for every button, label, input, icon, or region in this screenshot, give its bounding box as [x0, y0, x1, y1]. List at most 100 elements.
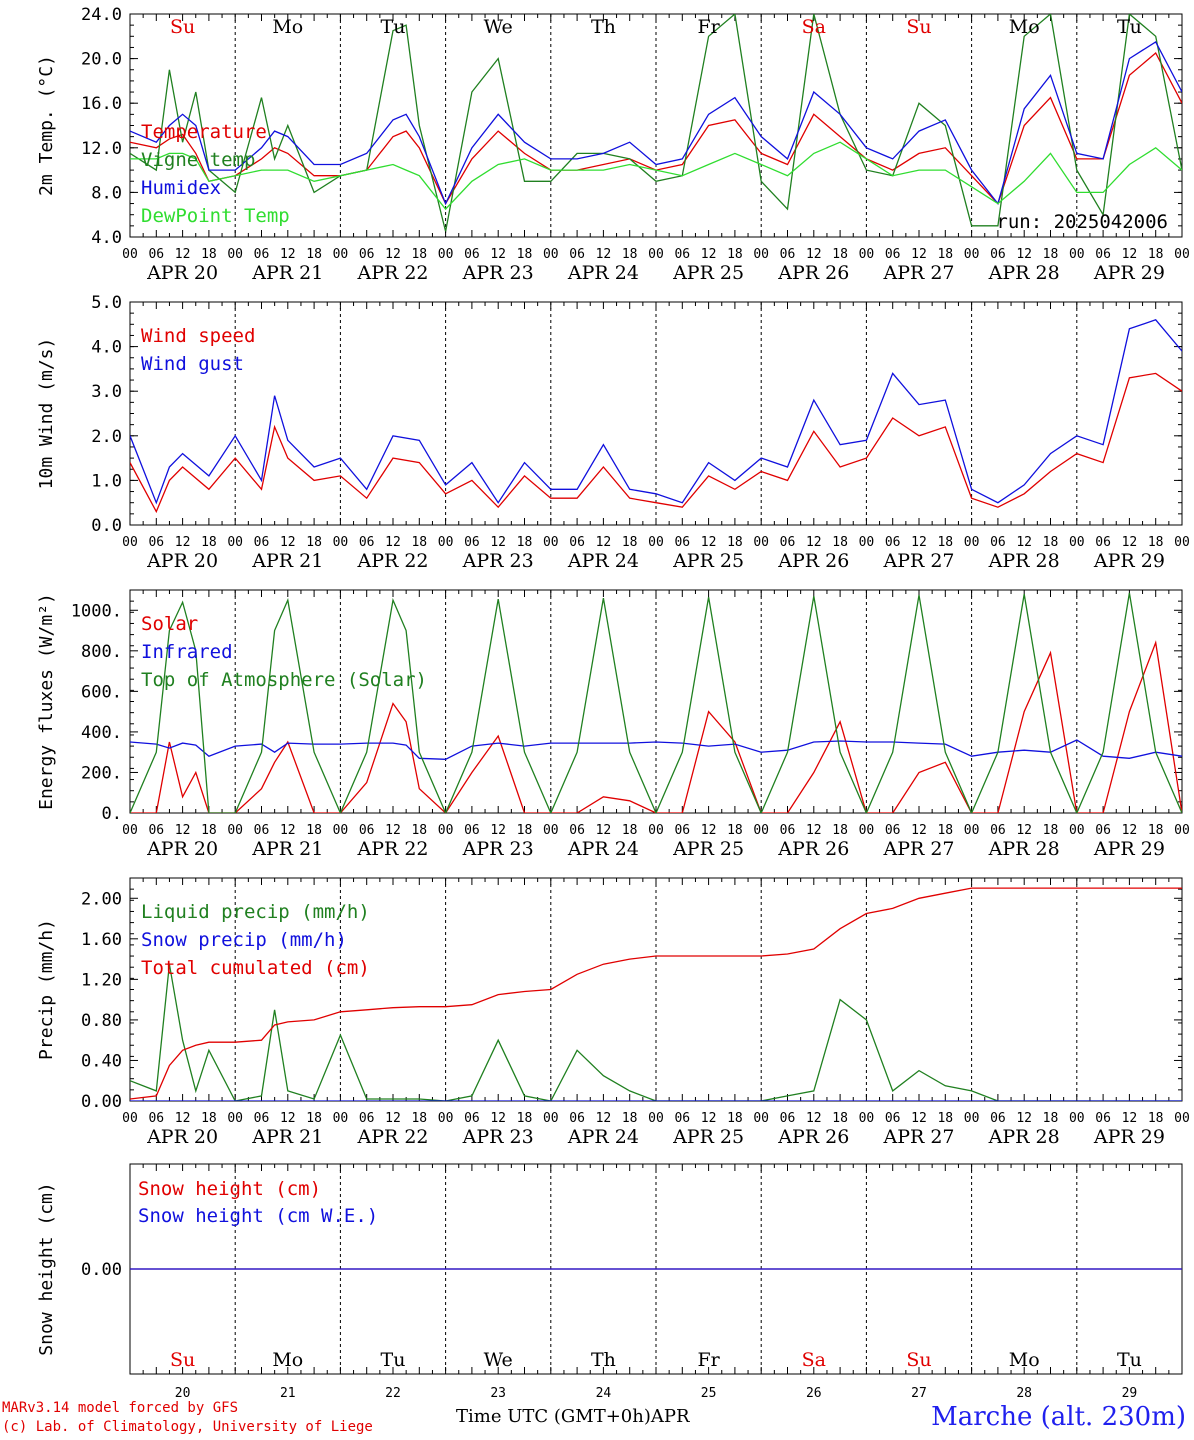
weekday-label: Mo [1009, 16, 1040, 38]
hour-label: 00 [438, 535, 454, 550]
hour-label: 00 [648, 823, 664, 838]
y-tick-label: 0.0 [91, 516, 122, 536]
date-label: APR 20 [146, 550, 218, 572]
hour-label: 06 [885, 1111, 901, 1126]
legend-entry: Vigne temp [141, 149, 255, 171]
hour-label: 18 [517, 1111, 533, 1126]
hour-label: 18 [306, 247, 322, 262]
date-label: APR 28 [988, 838, 1060, 860]
weekday-label: Th [591, 1349, 616, 1371]
weekday-label: Tu [1117, 16, 1142, 38]
hour-label: 06 [990, 535, 1006, 550]
y-tick-label: 2.0 [91, 427, 122, 447]
hour-label: 18 [832, 247, 848, 262]
hour-label: 06 [885, 823, 901, 838]
hour-label: 18 [937, 823, 953, 838]
hour-label: 12 [911, 247, 927, 262]
date-label: APR 21 [251, 838, 323, 860]
legend-entry: Infrared [141, 641, 233, 663]
hour-label: 18 [1043, 535, 1059, 550]
weekday-label: Su [170, 1349, 195, 1371]
date-label: APR 29 [1093, 838, 1165, 860]
hour-label: 00 [964, 1111, 980, 1126]
hour-label: 18 [727, 823, 743, 838]
date-label: APR 25 [672, 1126, 744, 1148]
hour-label: 18 [937, 247, 953, 262]
weekday-label: Fr [697, 16, 720, 38]
day-number: 24 [596, 1386, 612, 1401]
y-tick-label: 1.60 [81, 930, 122, 950]
x-axis-title: Time UTC (GMT+0h) [456, 1406, 651, 1427]
weekday-label: Mo [1009, 1349, 1040, 1371]
hour-label: 18 [832, 1111, 848, 1126]
hour-label: 06 [359, 535, 375, 550]
date-label: APR 23 [462, 838, 534, 860]
hour-label: 18 [411, 1111, 427, 1126]
hour-label: 12 [175, 535, 191, 550]
hour-label: 00 [333, 247, 349, 262]
day-number: 20 [175, 1386, 191, 1401]
hour-label: 18 [937, 1111, 953, 1126]
date-label: APR 23 [462, 262, 534, 284]
hour-label: 12 [280, 1111, 296, 1126]
legend-entry: Snow height (cm W.E.) [138, 1205, 378, 1227]
weekday-label: Tu [381, 1349, 406, 1371]
hour-label: 18 [727, 247, 743, 262]
hour-label: 18 [727, 535, 743, 550]
hour-label: 06 [464, 1111, 480, 1126]
hour-label: 00 [1174, 823, 1190, 838]
hour-label: 18 [306, 1111, 322, 1126]
hour-label: 06 [885, 535, 901, 550]
y-tick-label: 0.40 [81, 1051, 122, 1071]
hour-label: 00 [964, 535, 980, 550]
hour-label: 00 [859, 247, 875, 262]
y-tick-label: 16.0 [81, 94, 122, 114]
hour-label: 00 [859, 1111, 875, 1126]
hour-label: 06 [464, 535, 480, 550]
day-number: 27 [911, 1386, 927, 1401]
series-line [130, 640, 1182, 813]
weekday-label: Su [906, 1349, 931, 1371]
hour-label: 06 [780, 535, 796, 550]
hour-label: 18 [1043, 1111, 1059, 1126]
date-label: APR 24 [567, 1126, 639, 1148]
hour-label: 18 [622, 535, 638, 550]
y-tick-label: 0.80 [81, 1011, 122, 1031]
hour-label: 00 [227, 1111, 243, 1126]
lab-credit: (c) Lab. of Climatology, University of L… [2, 1419, 373, 1435]
hour-label: 12 [490, 247, 506, 262]
hour-label: 06 [254, 823, 270, 838]
hour-label: 18 [1043, 247, 1059, 262]
weekday-label: We [484, 1349, 513, 1371]
hour-label: 00 [753, 823, 769, 838]
date-label: APR 29 [1093, 1126, 1165, 1148]
weekday-label: Sa [802, 16, 826, 38]
hour-label: 06 [1095, 1111, 1111, 1126]
hour-label: 00 [122, 1111, 138, 1126]
hour-label: 00 [333, 1111, 349, 1126]
date-label: APR 20 [146, 262, 218, 284]
hour-label: 12 [385, 1111, 401, 1126]
y-tick-label: 400. [81, 723, 122, 743]
hour-label: 12 [596, 535, 612, 550]
hour-label: 00 [227, 823, 243, 838]
x-axis-month: APR [650, 1406, 690, 1427]
hour-label: 12 [1122, 247, 1138, 262]
hour-label: 06 [990, 823, 1006, 838]
hour-label: 00 [1069, 1111, 1085, 1126]
hour-label: 12 [1122, 535, 1138, 550]
hour-label: 18 [727, 1111, 743, 1126]
hour-label: 12 [1016, 823, 1032, 838]
hour-label: 06 [359, 823, 375, 838]
hour-label: 18 [1148, 823, 1164, 838]
series-line [130, 592, 1182, 813]
series-line [130, 319, 1182, 505]
hour-label: 06 [569, 535, 585, 550]
hour-label: 00 [648, 247, 664, 262]
hour-label: 18 [622, 1111, 638, 1126]
weekday-label: Mo [272, 1349, 303, 1371]
legend-entry: Solar [141, 613, 198, 635]
date-label: APR 29 [1093, 550, 1165, 572]
hour-label: 18 [1148, 1111, 1164, 1126]
hour-label: 06 [148, 535, 164, 550]
